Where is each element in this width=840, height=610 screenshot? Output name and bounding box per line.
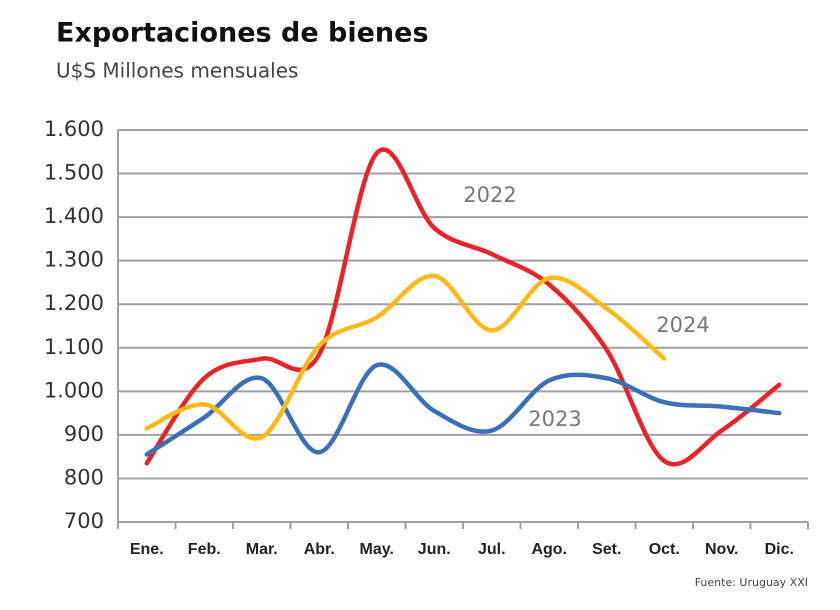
y-tick-label: 1.400 bbox=[44, 204, 104, 228]
chart-subtitle: U$S Millones mensuales bbox=[56, 59, 298, 83]
y-tick-label: 1.300 bbox=[44, 248, 104, 272]
y-tick-label: 800 bbox=[64, 465, 104, 489]
x-tick-label: Abr. bbox=[304, 541, 335, 558]
x-tick-label: Set. bbox=[592, 541, 621, 558]
x-tick-label: Dic. bbox=[765, 541, 794, 558]
y-tick-label: 1.200 bbox=[44, 291, 104, 315]
x-tick-label: Ene. bbox=[130, 541, 164, 558]
x-tick-label: Oct. bbox=[649, 541, 680, 558]
y-tick-label: 900 bbox=[64, 422, 104, 446]
x-tick-label: Mar. bbox=[246, 541, 278, 558]
y-tick-label: 1.500 bbox=[44, 161, 104, 185]
x-tick-label: Nov. bbox=[705, 541, 738, 558]
source-note: Fuente: Uruguay XXI bbox=[695, 576, 808, 589]
series-label: 2023 bbox=[528, 407, 581, 431]
y-tick-label: 700 bbox=[64, 509, 104, 533]
series-line bbox=[144, 273, 667, 441]
y-tick-label: 1.600 bbox=[44, 117, 104, 141]
x-tick-label: Jun. bbox=[418, 541, 451, 558]
y-tick-label: 1.100 bbox=[44, 335, 104, 359]
series-line bbox=[144, 362, 782, 457]
x-tick-label: May. bbox=[360, 541, 394, 558]
x-tick-label: Jul. bbox=[478, 541, 506, 558]
x-tick-label: Feb. bbox=[188, 541, 221, 558]
x-tick-label: Ago. bbox=[531, 541, 567, 558]
series-label: 2022 bbox=[463, 183, 516, 207]
chart-title: Exportaciones de bienes bbox=[56, 18, 429, 49]
y-tick-label: 1.000 bbox=[44, 378, 104, 402]
series-line bbox=[144, 147, 782, 467]
series-label: 2024 bbox=[656, 313, 709, 337]
